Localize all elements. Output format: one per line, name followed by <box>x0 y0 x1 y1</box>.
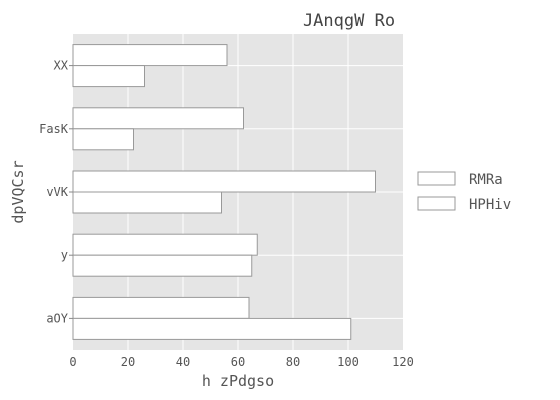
legend-swatch-HPHiv <box>417 196 456 211</box>
y-tick-label: y <box>61 248 68 262</box>
x-tick-label: 80 <box>286 355 300 369</box>
bar-RMRa-aOY <box>72 296 250 319</box>
y-tick-label: aOY <box>46 311 68 325</box>
y-tick-label: vVK <box>46 185 68 199</box>
legend-label: RMRa <box>469 172 503 188</box>
bars <box>72 44 376 340</box>
legend: RMRa HPHiv <box>417 171 511 213</box>
y-tick-label: XX <box>54 59 69 73</box>
x-tick-labels: 0 20 40 60 80 100 120 <box>69 355 413 369</box>
x-tick-label: 100 <box>337 355 359 369</box>
legend-swatch-RMRa <box>417 171 456 186</box>
bar-HPHiv-y <box>72 254 253 277</box>
x-axis-label: h zPdgso <box>202 372 274 390</box>
y-axis-label: dpVQCsr <box>9 160 27 223</box>
x-tick-label: 120 <box>392 355 414 369</box>
x-tick-label: 60 <box>231 355 245 369</box>
bar-HPHiv-FasK <box>72 128 134 151</box>
x-tick-label: 0 <box>69 355 76 369</box>
chart-title: JAnqgW Ro <box>303 11 395 31</box>
bar-RMRa-FasK <box>72 107 244 130</box>
y-tick-labels: XX FasK vVK y aOY <box>39 59 73 325</box>
bar-HPHiv-vVK <box>72 191 222 214</box>
y-tick-label: FasK <box>39 122 69 136</box>
bar-HPHiv-aOY <box>72 317 352 340</box>
x-tick-label: 20 <box>121 355 135 369</box>
bar-RMRa-vVK <box>72 170 376 193</box>
legend-label: HPHiv <box>469 197 511 213</box>
bar-RMRa-XX <box>72 44 228 67</box>
bar-RMRa-y <box>72 233 258 256</box>
bar-HPHiv-XX <box>72 65 145 88</box>
x-tick-label: 40 <box>176 355 190 369</box>
